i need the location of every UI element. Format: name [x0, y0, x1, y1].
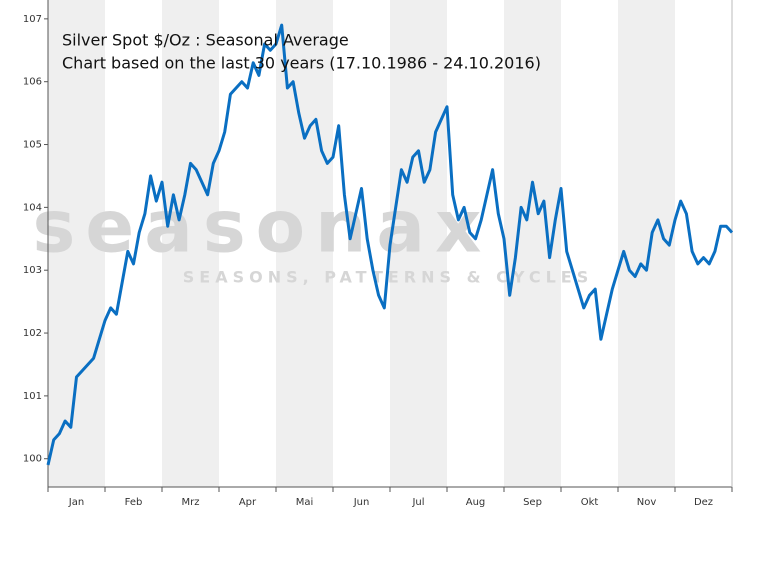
data-line — [46, 23, 734, 466]
y-tick-label: 103 — [23, 265, 42, 276]
x-tick-label: Dez — [694, 497, 713, 508]
month-band — [162, 0, 219, 487]
x-tick-label: Aug — [466, 497, 486, 508]
plot: Jan Feb Mrz Apr Mai Jun Jul Aug Sep Okt Nov Dez 100 1… — [23, 0, 734, 508]
y-tick-label: 100 — [23, 454, 42, 465]
x-tick-label: Jun — [353, 497, 370, 508]
x-tick-label: Okt — [581, 497, 599, 508]
x-tick-label: Apr — [239, 497, 257, 508]
y-tick-label: 104 — [23, 202, 42, 213]
month-bands — [48, 0, 675, 487]
watermark: seasonax — [33, 185, 492, 269]
y-tick-label: 107 — [23, 14, 42, 25]
x-tick-label: Nov — [637, 497, 657, 508]
x-tick-label: Jan — [68, 497, 84, 508]
chart-subtitle: Chart based on the last 30 years (17.10.… — [62, 54, 541, 73]
month-band — [618, 0, 675, 487]
y-tick-label: 105 — [23, 140, 42, 151]
y-tick-label: 102 — [23, 328, 42, 339]
x-tick-label: Mrz — [182, 497, 200, 508]
x-tick-label: Mai — [296, 497, 314, 508]
x-tick-label: Feb — [125, 497, 143, 508]
chart-title: Silver Spot $/Oz : Seasonal Average — [62, 31, 349, 50]
y-tick-label: 106 — [23, 77, 42, 88]
watermark-tagline: SEASONS, PATTERNS & CYCLES — [183, 268, 594, 287]
x-tick-label: Jul — [411, 497, 424, 508]
x-tick-label: Sep — [523, 497, 542, 508]
month-band — [48, 0, 105, 487]
y-tick-label: 101 — [23, 391, 42, 402]
month-band — [390, 0, 447, 487]
